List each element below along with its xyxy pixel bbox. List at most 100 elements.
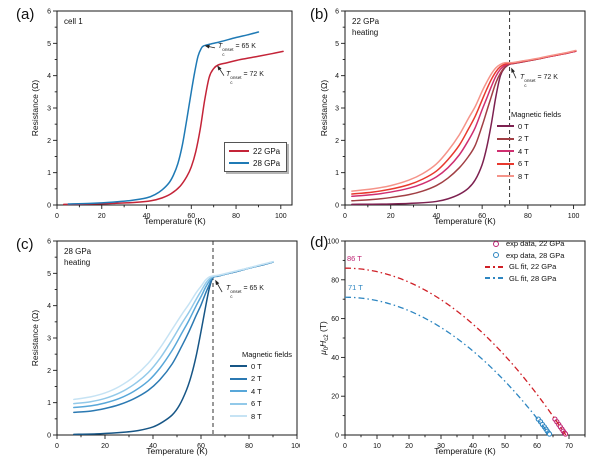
x-tick-label: 0: [55, 443, 59, 450]
y-tick-label: 5: [335, 41, 339, 48]
y-tick-label: 2: [47, 138, 51, 145]
tick-labels: 0 20 40 60 80 100 0 1 2 3 4 5 6: [47, 239, 300, 451]
4t-line-swatch: [497, 150, 514, 153]
x-axis-title-b: Temperature (K): [434, 216, 496, 226]
x-tick-label: 80: [245, 443, 253, 450]
x-tick-label: 0: [343, 213, 347, 220]
y-tick-label: 1: [47, 400, 51, 407]
panel-b-condition: 22 GPa heating: [352, 16, 379, 38]
condition-line: 28 GPa: [64, 247, 92, 256]
y-tick-label: 1: [47, 170, 51, 177]
tick-labels: 0 10 20 30 40 50 60 70 0 20 40 60 80 100: [327, 239, 573, 451]
x-tick-label: 20: [387, 213, 395, 220]
x-tick-label: 60: [187, 213, 195, 220]
2t-line-swatch: [497, 137, 514, 140]
exp-28gpa-circle-swatch: [493, 252, 499, 259]
x-tick-label: 10: [373, 443, 381, 450]
panel-c-plot: 0 20 40 60 80 100 0 1 2 3 4 5 6: [47, 239, 300, 451]
2t-line-swatch: [230, 377, 247, 380]
curve-8-t: [351, 49, 577, 192]
gl-fit-22gpa-dash-swatch: [485, 265, 505, 268]
x-tick-label: 80: [232, 213, 240, 220]
hc2-zero-86t-label: 86 T: [347, 254, 362, 263]
y-tick-label: 0: [47, 203, 51, 210]
y-tick-label: 20: [331, 394, 339, 401]
y-tick-label: 4: [335, 73, 339, 80]
legend-entry-0t: 0 T: [230, 360, 292, 373]
legend-entry-2t: 2 T: [497, 133, 561, 146]
6t-line-swatch: [230, 402, 247, 405]
y-tick-label: 6: [47, 9, 51, 16]
y-tick-label: 2: [47, 368, 51, 375]
y-tick-label: 0: [335, 433, 339, 440]
8t-line-swatch: [497, 175, 514, 178]
x-tick-label: 40: [149, 443, 157, 450]
x-tick-label: 100: [568, 213, 580, 220]
y-tick-label: 3: [47, 106, 51, 113]
legend-title: Magnetic fields: [511, 110, 562, 119]
legend-entry-fit22: GL fit, 22 GPa: [485, 261, 564, 273]
6t-line-swatch: [497, 162, 514, 165]
axis-ticks: [341, 10, 575, 209]
8t-line-swatch: [230, 415, 247, 418]
legend-a: 22 GPa 28 GPa: [224, 142, 288, 172]
y-tick-label: 3: [47, 336, 51, 343]
x-tick-label: 70: [565, 443, 573, 450]
annotation-arrow: [511, 67, 517, 79]
y-axis-title-b: Resistance (Ω): [319, 79, 329, 137]
x-axis-title-a: Temperature (K): [144, 216, 206, 226]
legend-entry-4t: 4 T: [230, 385, 292, 398]
y-tick-label: 6: [335, 9, 339, 16]
x-tick-label: 60: [533, 443, 541, 450]
x-tick-label: 60: [197, 443, 205, 450]
panel-b: 0 20 40 60 80 100 0 1 2 3 4 5 6 (b) 22 GPa heating T…: [300, 0, 600, 230]
legend-entry-0t: 0 T: [497, 120, 561, 133]
x-tick-label: 0: [343, 443, 347, 450]
panel-c-label: (c): [16, 236, 34, 253]
panel-a-label: (a): [16, 6, 35, 23]
y-axis-title-a: Resistance (Ω): [30, 79, 40, 137]
curve-gl-fit-22-gpa: [344, 267, 567, 436]
axis-ticks: [53, 10, 282, 209]
condition-line: cell 1: [64, 17, 83, 26]
y-tick-label: 4: [47, 73, 51, 80]
y-tick-label: 3: [335, 106, 339, 113]
y-tick-label: 100: [327, 239, 339, 246]
x-tick-label: 50: [501, 443, 509, 450]
condition-line: heating: [64, 258, 91, 268]
curve-28-gpa: [67, 31, 260, 205]
legend-entry-28gpa: 28 GPa: [229, 157, 280, 169]
x-tick-label: 20: [98, 213, 106, 220]
panel-c: 0 20 40 60 80 100 0 1 2 3 4 5 6 (c) 28 GPa heating T…: [0, 230, 300, 461]
y-axis-title-d: μ0Hc2 (T): [318, 321, 330, 355]
y-tick-label: 80: [331, 277, 339, 284]
22gpa-line-swatch: [229, 150, 249, 152]
legend-entry-6t: 6 T: [230, 398, 292, 411]
gl-fit-28gpa-dash-swatch: [485, 277, 505, 280]
y-tick-label: 40: [331, 355, 339, 362]
legend-b: Magnetic fields 0 T 2 T 4 T 6 T 8 T: [497, 110, 561, 183]
x-tick-label: 20: [101, 443, 109, 450]
legend-entry-4t: 4 T: [497, 145, 561, 158]
hc2-zero-71t-label: 71 T: [348, 283, 363, 292]
curve-gl-fit-28-gpa: [344, 296, 551, 436]
y-tick-label: 0: [335, 203, 339, 210]
curve-22-gpa: [62, 50, 284, 206]
panel-c-condition: 28 GPa heating: [64, 246, 91, 268]
panel-a: 0 20 40 60 80 100 0 1 2 3 4 5 6 (a) cell 1 Temperatu…: [0, 0, 300, 230]
legend-entry-exp28: exp data, 28 GPa: [485, 250, 564, 262]
panel-d-label: (d): [310, 234, 329, 251]
y-tick-label: 5: [47, 271, 51, 278]
y-tick-label: 60: [331, 316, 339, 323]
x-tick-label: 40: [143, 213, 151, 220]
panel-b-plot: 0 20 40 60 80 100 0 1 2 3 4 5 6: [335, 9, 586, 220]
legend-entry-8t: 8 T: [497, 170, 561, 183]
x-tick-label: 100: [275, 213, 287, 220]
axis-ticks: [53, 240, 298, 439]
x-tick-label: 0: [55, 213, 59, 220]
0t-line-swatch: [497, 125, 514, 128]
